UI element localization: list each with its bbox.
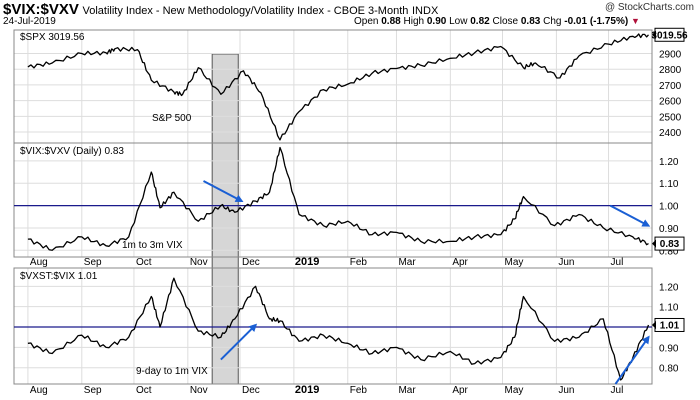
y-tick-label: 1.20 [659, 282, 679, 293]
chg-value: -0.01 (-1.75%) [564, 16, 629, 27]
low-value: 0.82 [470, 16, 490, 27]
series-line [27, 33, 649, 141]
x-tick-label: 2019 [295, 256, 319, 268]
panel-3: 1.201.101.000.900.80$VXST:$VIX 1.019-day… [13, 267, 685, 385]
x-tick-label: Jun [558, 257, 574, 268]
legend-label: $SPX 3019.56 [20, 32, 85, 43]
x-tick-label: May [504, 257, 523, 268]
x-tick-label: Mar [398, 385, 416, 396]
x-tick-label: Jul [611, 257, 624, 268]
x-tick-label: Jul [611, 385, 624, 396]
series-annotation: S&P 500 [152, 113, 192, 124]
symbol: $VIX:$VXV [3, 1, 79, 18]
panel-1: 2900 2800 2700 2600 2500 2400 $SPX 3019.56 S&P … [13, 27, 688, 144]
series-annotation: 9-day to 1m VIX [136, 366, 208, 377]
series-annotation: 1m to 3m VIX [122, 240, 183, 251]
last-value-label: 0.83 [660, 239, 680, 250]
y-tick-label: 0.90 [659, 343, 679, 354]
panel-2: 1.20 1.10 1.00 0.90 0.80 $VIX:$VXV (Daily) 0.… [13, 142, 685, 258]
x-tick-label: Oct [136, 385, 152, 396]
last-value-tag-pointer [652, 320, 656, 329]
x-tick-label: Feb [350, 257, 368, 268]
annotation-arrow [614, 335, 650, 385]
last-value-label: 3019.56 [651, 30, 688, 41]
high-label: High [403, 16, 425, 27]
x-tick-label: Jun [558, 385, 574, 396]
ohlc-readout: Open 0.88 High 0.90 Low 0.82 Close 0.83 … [354, 16, 640, 27]
y-tick-label: 1.10 [659, 303, 679, 314]
annotation-arrow [220, 323, 258, 361]
last-value-label: 1.01 [660, 320, 680, 331]
chart-date: 24-Jul-2019 [3, 16, 56, 27]
symbol-description: Volatility Index - New Methodology/Volat… [82, 5, 409, 17]
series-line [27, 146, 649, 251]
y-tick-label: 0.80 [659, 246, 679, 257]
y-tick-label: 0.90 [659, 224, 679, 235]
close-label: Close [492, 16, 519, 27]
x-tick-label: Apr [452, 385, 468, 396]
open-value: 0.88 [381, 16, 401, 27]
legend-label: $VIX:$VXV (Daily) 0.83 [20, 146, 124, 157]
series-line [27, 277, 650, 381]
chart-header: $VIX:$VXV Volatility Index - New Methodo… [0, 0, 700, 30]
x-tick-label: Sep [84, 257, 102, 268]
low-label: Low [449, 16, 468, 27]
last-value-tag-pointer [652, 239, 656, 248]
down-arrow-icon: ▼ [630, 16, 640, 26]
y-tick-label: 2800 [659, 65, 682, 76]
y-tick-label: 2400 [659, 128, 682, 139]
x-tick-label: May [504, 385, 523, 396]
x-tick-label: Sep [84, 385, 102, 396]
high-value: 0.90 [426, 16, 447, 27]
last-value-tag-pointer [652, 30, 656, 39]
chart-title: $VIX:$VXV Volatility Index - New Methodo… [3, 1, 438, 18]
x-tick-label: Apr [452, 257, 468, 268]
panel-frame [13, 267, 653, 385]
y-tick-label: 1.10 [659, 179, 679, 190]
close-value: 0.83 [520, 16, 541, 27]
x-tick-label: Dec [242, 385, 260, 396]
y-tick-label: 1.20 [659, 157, 679, 168]
x-tick-label: Nov [190, 385, 208, 396]
x-tick-label: Mar [398, 257, 416, 268]
annotation-arrow [203, 180, 244, 203]
x-tick-label: Aug [30, 257, 48, 268]
chg-label: Chg [543, 16, 562, 27]
x-tick-label: Dec [242, 257, 260, 268]
x-tick-label: Nov [190, 257, 208, 268]
x-tick-label: Feb [350, 385, 368, 396]
panel-frame [13, 142, 653, 258]
annotation-arrow [609, 204, 651, 227]
open-label: Open [354, 16, 379, 27]
x-tick-label: Oct [136, 257, 152, 268]
legend-label: $VXST:$VIX 1.01 [20, 271, 98, 282]
x-tick-label: 2019 [295, 384, 319, 396]
x-tick-label: Aug [30, 385, 48, 396]
y-tick-label: 2600 [659, 97, 682, 108]
y-tick-label: 2700 [659, 81, 682, 92]
stockcharts-logo: @ StockCharts.com [604, 2, 694, 13]
y-tick-label: 2500 [659, 112, 682, 123]
y-tick-label: 0.80 [659, 364, 679, 375]
exchange: INDX [412, 5, 439, 17]
y-tick-label: 1.00 [659, 202, 679, 213]
y-tick-label: 2900 [659, 50, 682, 61]
